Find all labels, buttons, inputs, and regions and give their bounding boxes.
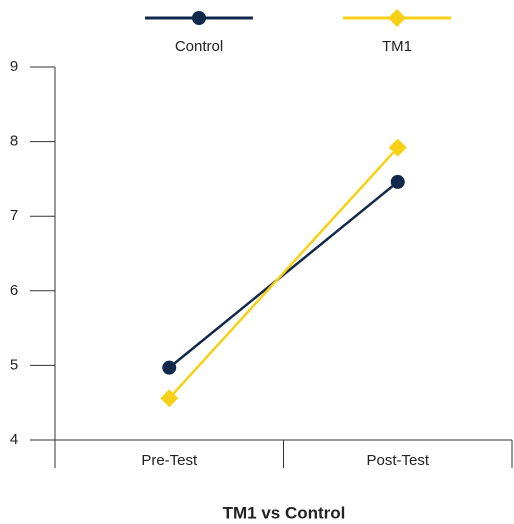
- y-tick-label: 4: [10, 431, 18, 448]
- data-point: [390, 174, 405, 189]
- y-tick-label: 5: [10, 356, 18, 373]
- legend-label: Control: [175, 38, 223, 55]
- y-tick-label: 8: [10, 133, 18, 150]
- x-tick-label: Pre-Test: [141, 452, 198, 469]
- y-tick-label: 9: [10, 58, 18, 75]
- data-point: [162, 360, 177, 375]
- series-line: [168, 180, 399, 369]
- y-tick-label: 7: [10, 207, 18, 224]
- series-line: [168, 146, 399, 400]
- chart-title: TM1 vs Control: [223, 503, 346, 522]
- x-tick-label: Post-Test: [366, 452, 429, 469]
- data-point: [388, 138, 407, 157]
- legend-marker: [388, 9, 406, 27]
- legend-label: TM1: [382, 38, 412, 55]
- y-tick-label: 6: [10, 282, 18, 299]
- legend-marker: [192, 11, 206, 25]
- data-point: [160, 389, 179, 408]
